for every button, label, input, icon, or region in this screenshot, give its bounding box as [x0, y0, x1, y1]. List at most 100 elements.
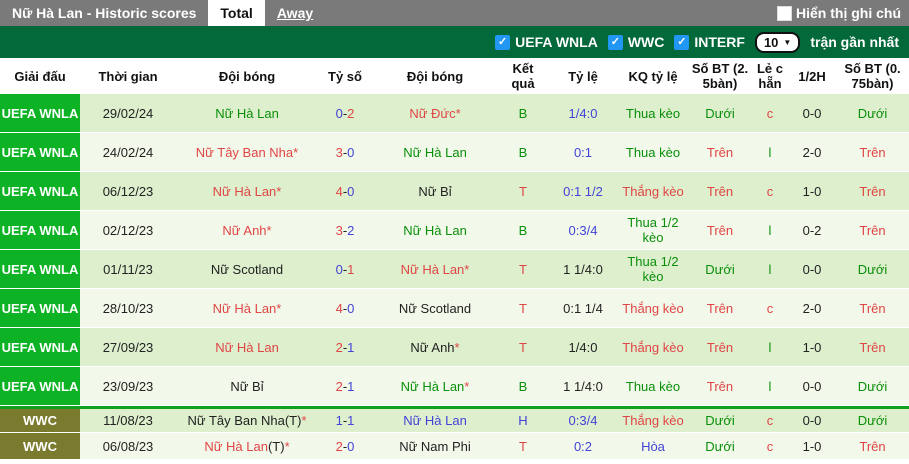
odd-even: l — [752, 250, 788, 289]
result-letter: B — [498, 133, 548, 172]
odds: 1 1/4:0 — [548, 367, 618, 406]
odds-result: Thua kèo — [618, 133, 688, 172]
league-badge: UEFA WNLA — [0, 250, 80, 289]
half-score: 0-0 — [788, 250, 836, 289]
away-team: Nữ Bỉ — [372, 172, 498, 211]
over-under-0-75: Dưới — [836, 250, 909, 289]
result-letter: B — [498, 94, 548, 133]
away-team: Nữ Hà Lan — [372, 406, 498, 433]
league-badge: UEFA WNLA — [0, 211, 80, 250]
home-team: Nữ Hà Lan (T) * — [176, 433, 318, 460]
over-under-0-75: Trên — [836, 172, 909, 211]
match-date: 01/11/23 — [80, 250, 176, 289]
odd-even: c — [752, 433, 788, 460]
odds: 1 1/4:0 — [548, 250, 618, 289]
result-letter: B — [498, 367, 548, 406]
header-over-under-2-5: Số BT (2. 5bàn) — [691, 61, 749, 91]
show-notes-label: Hiển thị ghi chú — [796, 5, 901, 21]
checkmark-icon[interactable]: ✓ — [495, 34, 511, 50]
score: 4-0 — [318, 289, 372, 328]
table-row: WWC 06/08/23 Nữ Hà Lan (T) * 2-0 Nữ Nam Phi T 0:… — [0, 433, 909, 460]
over-under-2-5: Dưới — [688, 433, 752, 460]
table-row: UEFA WNLA 02/12/23 Nữ Anh* 3-2 Nữ Hà Lan B 0:3… — [0, 211, 909, 250]
filter-interf[interactable]: ✓ INTERF — [674, 34, 745, 50]
over-under-2-5: Dưới — [688, 250, 752, 289]
over-under-2-5: Trên — [688, 172, 752, 211]
home-team: Nữ Tây Ban Nha(T) * — [176, 406, 318, 433]
over-under-2-5: Trên — [688, 289, 752, 328]
result-letter: T — [498, 289, 548, 328]
odds: 1/4:0 — [548, 328, 618, 367]
league-badge: UEFA WNLA — [0, 172, 80, 211]
result-letter: T — [498, 328, 548, 367]
title-bar: Nữ Hà Lan - Historic scores Total Away H… — [0, 0, 909, 26]
over-under-2-5: Trên — [688, 211, 752, 250]
header-over-under-0-75: Số BT (0. 75bàn) — [844, 61, 901, 91]
table-row: WWC 11/08/23 Nữ Tây Ban Nha(T) * 1-1 Nữ Hà La… — [0, 406, 909, 433]
header-odds: Tỷ lệ — [568, 68, 598, 84]
result-letter: T — [498, 250, 548, 289]
league-badge: WWC — [0, 406, 80, 433]
match-date: 02/12/23 — [80, 211, 176, 250]
odds-result: Thắng kèo — [618, 406, 688, 433]
half-score: 0-0 — [788, 406, 836, 433]
score: 0-2 — [318, 94, 372, 133]
half-score: 1-0 — [788, 172, 836, 211]
table-row: UEFA WNLA 23/09/23 Nữ Bỉ 2-1 Nữ Hà Lan * B 1 1/… — [0, 367, 909, 406]
match-count-select[interactable]: 10 ▼ — [754, 31, 801, 53]
odds-result: Thua 1/2 kèo — [618, 250, 688, 289]
odds: 1/4:0 — [548, 94, 618, 133]
odd-even: l — [752, 328, 788, 367]
over-under-2-5: Trên — [688, 133, 752, 172]
checkmark-icon[interactable]: ✓ — [607, 34, 623, 50]
chevron-down-icon: ▼ — [783, 37, 792, 47]
over-under-0-75: Trên — [836, 289, 909, 328]
match-date: 29/02/24 — [80, 94, 176, 133]
home-team: Nữ Hà Lan* — [176, 172, 318, 211]
away-team: Nữ Hà Lan* — [372, 367, 498, 406]
tab-away[interactable]: Away — [265, 0, 325, 26]
match-date: 27/09/23 — [80, 328, 176, 367]
filter-wwc[interactable]: ✓ WWC — [607, 34, 664, 50]
table-row: UEFA WNLA 06/12/23 Nữ Hà Lan* 4-0 Nữ Bỉ T 0:1 … — [0, 172, 909, 211]
score: 1-1 — [318, 406, 372, 433]
odds-result: Thắng kèo — [618, 328, 688, 367]
over-under-2-5: Dưới — [688, 406, 752, 433]
away-team: Nữ Scotland — [372, 289, 498, 328]
table-row: UEFA WNLA 24/02/24 Nữ Tây Ban Nha* 3-0 Nữ Hà… — [0, 133, 909, 172]
half-score: 2-0 — [788, 133, 836, 172]
tab-total[interactable]: Total — [208, 0, 265, 26]
over-under-2-5: Trên — [688, 367, 752, 406]
result-letter: B — [498, 211, 548, 250]
odd-even: c — [752, 406, 788, 433]
odds: 0:1 1/4 — [548, 289, 618, 328]
filter-uefa-wnla[interactable]: ✓ UEFA WNLA — [495, 34, 598, 50]
show-notes-toggle[interactable]: Hiển thị ghi chú — [769, 0, 909, 26]
header-odd-even: Lẻ c hẵn — [756, 61, 783, 91]
header-result: Kết quả — [511, 61, 535, 91]
half-score: 2-0 — [788, 289, 836, 328]
header-half-score: 1/2H — [798, 68, 826, 84]
match-count-value: 10 — [763, 34, 779, 50]
half-score: 0-0 — [788, 367, 836, 406]
match-date: 23/09/23 — [80, 367, 176, 406]
odds-result: Thua kèo — [618, 94, 688, 133]
score: 3-0 — [318, 133, 372, 172]
filter-bar: ✓ UEFA WNLA ✓ WWC ✓ INTERF 10 ▼ trận gần… — [0, 26, 909, 58]
match-date: 11/08/23 — [80, 406, 176, 433]
table-rows: UEFA WNLA 29/02/24 Nữ Hà Lan 0-2 Nữ Đức* B 1/4… — [0, 94, 909, 460]
match-date: 06/08/23 — [80, 433, 176, 460]
show-notes-checkbox[interactable] — [777, 5, 792, 21]
filter-interf-label: INTERF — [694, 34, 745, 50]
score: 2-1 — [318, 367, 372, 406]
odds-result: Thua 1/2 kèo — [618, 211, 688, 250]
odds-result: Thắng kèo — [618, 289, 688, 328]
over-under-0-75: Trên — [836, 211, 909, 250]
header-odds-result: KQ tỷ lệ — [628, 68, 678, 84]
checkmark-icon[interactable]: ✓ — [674, 34, 690, 50]
score: 2-0 — [318, 433, 372, 460]
odd-even: l — [752, 367, 788, 406]
league-badge: UEFA WNLA — [0, 94, 80, 133]
header-away-team: Đội bóng — [406, 68, 464, 84]
